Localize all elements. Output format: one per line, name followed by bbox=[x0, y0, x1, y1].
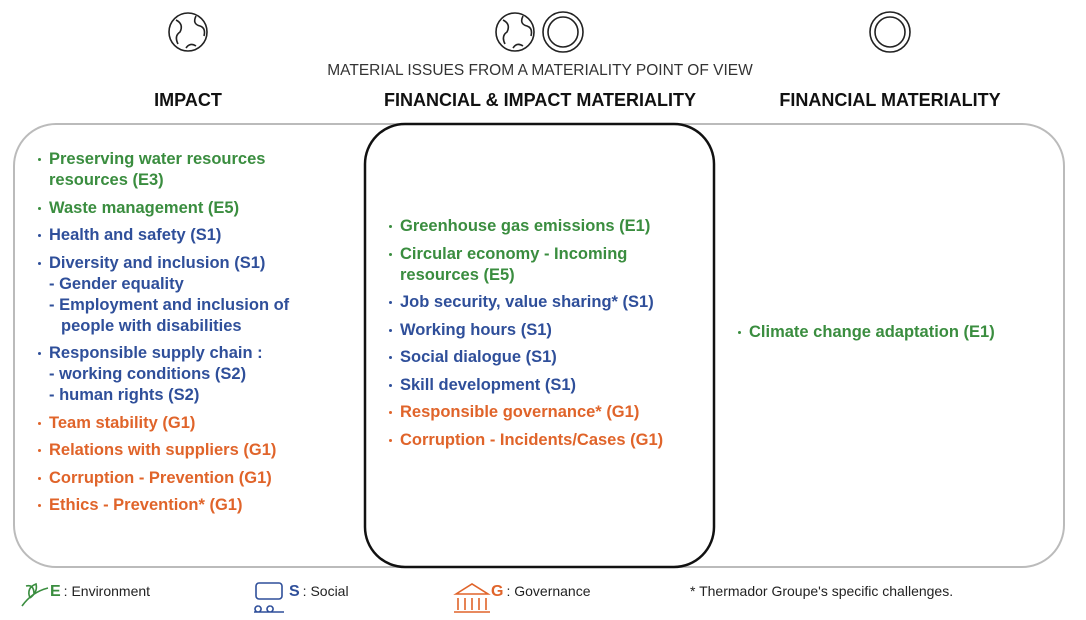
issue-text: Greenhouse gas emissions (E1) bbox=[400, 217, 651, 235]
issue-subitem: - human rights (S2) bbox=[49, 386, 200, 404]
issue-item: Circular economy - Incoming resources (E… bbox=[389, 244, 695, 286]
column-heading: FINANCIAL MATERIALITY bbox=[779, 90, 1001, 110]
issue-item: Responsible governance* (G1) bbox=[389, 402, 695, 423]
issue-item: Greenhouse gas emissions (E1) bbox=[389, 216, 695, 237]
column-heading: FINANCIAL & IMPACT MATERIALITY bbox=[384, 90, 696, 110]
legend-entry: S: Social bbox=[289, 583, 349, 601]
issue-item: Diversity and inclusion (S1) - Gender equ… bbox=[38, 253, 300, 337]
issue-text: Skill development (S1) bbox=[400, 375, 577, 394]
issue-text: Working hours (S1) bbox=[400, 320, 552, 339]
issue-subitem: - Employment and inclusion of people wit… bbox=[49, 295, 290, 335]
footnote: * Thermador Groupe's specific challenges… bbox=[690, 583, 954, 599]
issue-text: Corruption - Prevention (G1) bbox=[49, 468, 272, 487]
issue-text: Climate change adaptation (E1) bbox=[749, 323, 995, 341]
column-list: Climate change adaptation (E1) bbox=[738, 322, 1038, 350]
issue-item: Preserving water resources resources (E3… bbox=[38, 149, 300, 191]
issue-text: Diversity and inclusion (S1) bbox=[49, 253, 266, 272]
issue-text: Responsible governance* (G1) bbox=[400, 403, 640, 421]
legend-label: : Social bbox=[302, 583, 349, 599]
issue-item: Corruption - Prevention (G1) bbox=[38, 468, 300, 489]
issue-item: Skill development (S1) bbox=[389, 375, 695, 396]
issue-text: Waste management (E5) bbox=[49, 198, 240, 217]
legend-entry: E: Environment bbox=[50, 583, 150, 601]
issue-item: Health and safety (S1) bbox=[38, 225, 300, 246]
column-list: Preserving water resources resources (E3… bbox=[38, 149, 300, 523]
issue-item: Social dialogue (S1) bbox=[389, 347, 695, 368]
issue-text: Corruption - Incidents/Cases (G1) bbox=[400, 430, 664, 449]
legend-label: : Environment bbox=[63, 583, 151, 599]
legend-letter: E bbox=[50, 583, 61, 600]
issue-text: Team stability (G1) bbox=[49, 413, 196, 432]
issue-subitem: - Gender equality bbox=[49, 274, 184, 293]
column-heading: IMPACT bbox=[154, 90, 222, 110]
issue-text: Circular economy - Incoming resources (E… bbox=[400, 244, 628, 284]
legend-entry: G: Governance bbox=[491, 583, 591, 601]
legend-letter: G bbox=[491, 583, 504, 600]
title: MATERIAL ISSUES FROM A MATERIALITY POINT… bbox=[327, 62, 753, 79]
issue-item: Relations with suppliers (G1) bbox=[38, 440, 300, 461]
issue-text: Ethics - Prevention* (G1) bbox=[49, 496, 243, 514]
middle-frame bbox=[363, 122, 716, 569]
issue-item: Team stability (G1) bbox=[38, 413, 300, 434]
legend-label: : Governance bbox=[506, 583, 591, 599]
issue-item: Waste management (E5) bbox=[38, 198, 300, 219]
issue-item: Ethics - Prevention* (G1) bbox=[38, 495, 300, 516]
issue-text: Preserving water resources resources (E3… bbox=[49, 150, 266, 189]
legend-letter: S bbox=[289, 583, 300, 600]
issue-text: Health and safety (S1) bbox=[49, 226, 222, 244]
issue-text: Relations with suppliers (G1) bbox=[49, 441, 277, 459]
issue-text: Social dialogue (S1) bbox=[400, 348, 557, 366]
issue-item: Corruption - Incidents/Cases (G1) bbox=[389, 430, 695, 451]
issue-item: Job security, value sharing* (S1) bbox=[389, 292, 695, 313]
issue-text: Job security, value sharing* (S1) bbox=[400, 293, 654, 311]
issue-item: Climate change adaptation (E1) bbox=[738, 322, 1038, 343]
issue-item: Responsible supply chain : - working cond… bbox=[38, 343, 300, 406]
issue-text: Responsible supply chain : bbox=[49, 344, 263, 362]
icons bbox=[21, 11, 911, 613]
column-list: Greenhouse gas emissions (E1) Circular ec… bbox=[389, 216, 695, 457]
issue-item: Working hours (S1) bbox=[389, 320, 695, 341]
issue-subitem: - working conditions (S2) bbox=[49, 365, 247, 383]
